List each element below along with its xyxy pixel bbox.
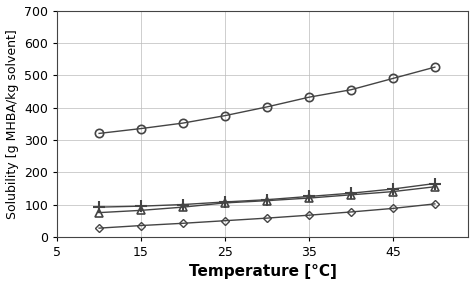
Y-axis label: Solubility [g MHBA/kg solvent]: Solubility [g MHBA/kg solvent] bbox=[6, 29, 18, 219]
X-axis label: Temperature [°C]: Temperature [°C] bbox=[189, 264, 337, 280]
